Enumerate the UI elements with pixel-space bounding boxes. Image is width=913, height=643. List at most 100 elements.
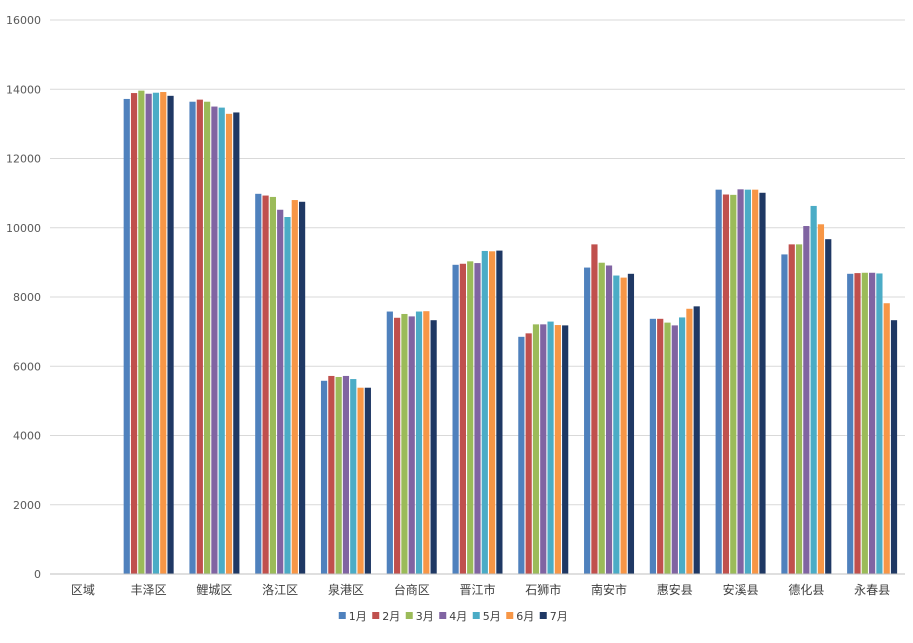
- bar: [496, 250, 503, 575]
- x-category-label: 永春县: [854, 583, 890, 597]
- bar: [605, 265, 613, 574]
- bar: [532, 324, 540, 574]
- x-category-label: 鲤城区: [196, 583, 232, 597]
- bar: [744, 189, 751, 574]
- legend-label: 3月: [416, 610, 434, 623]
- bar: [138, 90, 145, 574]
- bar: [620, 277, 627, 574]
- bar: [408, 316, 415, 574]
- bar: [196, 99, 203, 574]
- x-category-label: 台商区: [394, 582, 430, 597]
- bar: [320, 380, 328, 574]
- bar: [649, 318, 657, 574]
- bar: [554, 325, 561, 574]
- bar: [204, 101, 211, 574]
- bar: [255, 193, 262, 574]
- bar: [152, 92, 160, 575]
- bar: [423, 311, 430, 574]
- bar: [883, 303, 890, 574]
- bar: [160, 92, 167, 575]
- legend-label: 5月: [483, 610, 501, 623]
- legend-label: 1月: [349, 610, 367, 623]
- bar: [284, 217, 291, 575]
- bar: [788, 244, 795, 574]
- bar: [817, 224, 825, 574]
- x-category-label: 晋江市: [459, 582, 495, 597]
- legend-label: 4月: [449, 610, 467, 623]
- bar: [876, 273, 883, 574]
- bar: [803, 226, 810, 575]
- bar: [752, 189, 759, 574]
- y-tick-label: 14000: [6, 83, 41, 96]
- legend-label: 6月: [516, 610, 534, 623]
- bar: [781, 254, 788, 574]
- legend-swatch: [338, 612, 346, 619]
- bar: [861, 272, 868, 574]
- bar: [671, 325, 678, 574]
- bar: [584, 267, 591, 574]
- legend-label: 7月: [550, 610, 568, 623]
- y-tick-label: 10000: [6, 222, 41, 235]
- bar: [415, 311, 423, 574]
- legend-swatch: [439, 612, 447, 619]
- x-category-label: 南安市: [591, 582, 627, 597]
- bar: [211, 106, 218, 574]
- bar: [467, 261, 474, 574]
- bar: [693, 306, 700, 574]
- bar: [262, 195, 269, 574]
- bar: [474, 263, 481, 574]
- bar: [890, 320, 898, 574]
- bar: [540, 324, 547, 574]
- y-tick-label: 12000: [6, 153, 41, 166]
- legend-swatch: [539, 612, 547, 619]
- bar: [664, 322, 671, 574]
- bar: [657, 318, 664, 574]
- legend-swatch: [405, 612, 413, 619]
- bar: [277, 209, 284, 574]
- bar: [518, 336, 525, 574]
- y-tick-label: 6000: [13, 360, 41, 373]
- bar: [679, 317, 686, 574]
- bar: [459, 263, 466, 574]
- x-category-label: 洛江区: [262, 582, 298, 597]
- bar: [825, 239, 832, 574]
- bar: [145, 93, 152, 574]
- bar: [525, 333, 532, 574]
- bar: [291, 200, 298, 575]
- bar: [730, 194, 737, 574]
- y-tick-label: 0: [34, 568, 41, 581]
- bar: [598, 262, 605, 574]
- x-category-label: 泉港区: [328, 583, 364, 597]
- bar: [386, 311, 393, 574]
- legend: 1月 2月 3月 4月 5月 6月 7月: [338, 610, 568, 623]
- x-category-label: 丰泽区: [131, 583, 167, 597]
- x-category-label: 安溪县: [723, 582, 759, 597]
- bar: [481, 250, 488, 575]
- y-axis-ticks: 0 2000 4000 6000 8000 10000 12000 14000 16000: [6, 14, 41, 581]
- legend-swatch: [372, 612, 380, 619]
- category-labels: 区域 丰泽区 鲤城区 洛江区 泉港区 台商区 晋江市 石狮市 南安市 惠安县 安溪县 德化县 永春县: [71, 582, 890, 597]
- bar: [130, 93, 138, 574]
- bar: [452, 264, 459, 574]
- bar: [342, 375, 350, 574]
- bar: [489, 251, 496, 575]
- bar: [401, 313, 408, 574]
- bar: [547, 321, 554, 574]
- bar: [357, 387, 364, 574]
- y-tick-label: 4000: [13, 430, 41, 443]
- bar: [627, 273, 635, 574]
- bar: [298, 201, 306, 574]
- bar: [810, 205, 817, 574]
- legend-label: 2月: [382, 610, 400, 623]
- bar: [189, 101, 196, 574]
- bar: [686, 308, 693, 574]
- bar: [394, 317, 401, 574]
- bar: [562, 325, 569, 574]
- bar: [167, 95, 174, 575]
- x-category-label: 德化县: [788, 582, 824, 597]
- bar: [430, 320, 437, 574]
- bar: [328, 375, 335, 574]
- bar: [233, 112, 240, 574]
